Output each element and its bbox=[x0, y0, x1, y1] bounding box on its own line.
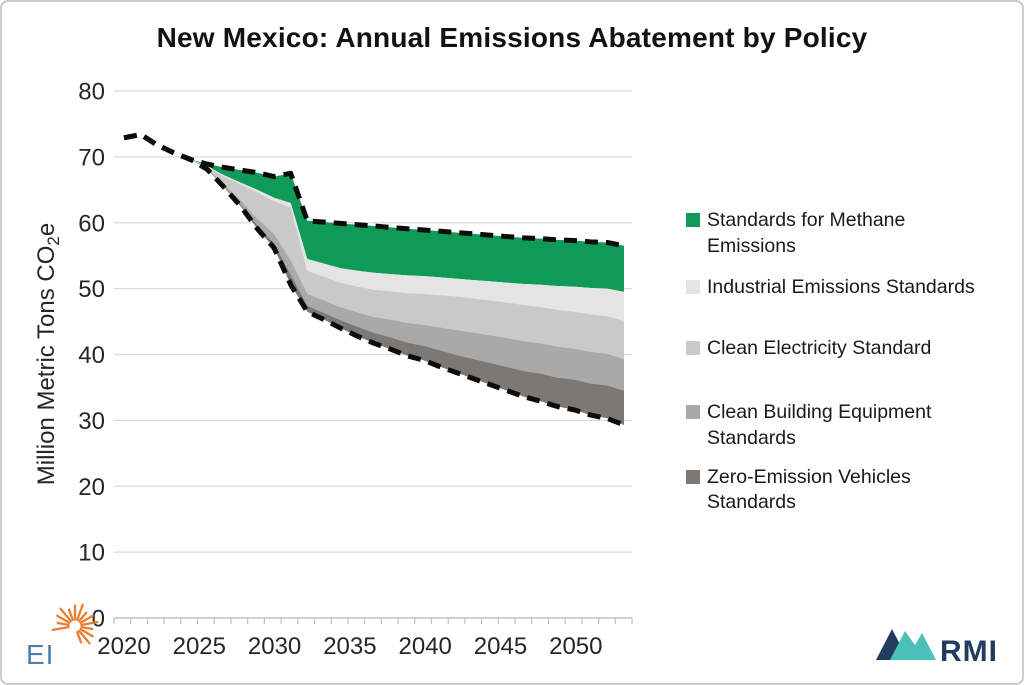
rmi-logo-text: RMI bbox=[940, 635, 998, 668]
area-clean-electricity-standard bbox=[124, 134, 624, 360]
legend-item: Clean Building Equipment Standards bbox=[686, 400, 1016, 452]
ei-logo: EI bbox=[26, 603, 99, 670]
dashed-emission-lines bbox=[123, 132, 625, 428]
x-tick-label: 2020 bbox=[97, 633, 150, 660]
area-zero-emission-vehicles-standards bbox=[124, 134, 624, 425]
sunburst-ray bbox=[56, 614, 71, 624]
ei-logo-text: EI bbox=[26, 639, 54, 670]
sunburst-ray bbox=[79, 628, 94, 638]
x-tick-label: 2050 bbox=[549, 633, 602, 660]
sunburst-ray bbox=[76, 603, 84, 622]
x-tick-label: 2035 bbox=[323, 633, 376, 660]
sunburst-icon bbox=[51, 603, 99, 645]
legend-label: Zero-Emission Vehicles Standards bbox=[707, 465, 911, 514]
rmi-logo: RMI bbox=[876, 629, 998, 668]
sunburst-ray bbox=[51, 625, 70, 632]
sunburst-ray bbox=[67, 608, 74, 622]
sunburst-ray bbox=[79, 614, 94, 624]
legend-swatch-icon bbox=[686, 213, 700, 227]
x-tick-label: 2030 bbox=[248, 633, 301, 660]
y-tick-label: 40 bbox=[78, 342, 105, 369]
y-tick-label: 20 bbox=[78, 474, 105, 501]
x-tick-label: 2040 bbox=[399, 633, 452, 660]
y-tick-label: 80 bbox=[78, 79, 105, 106]
rmi-mountain-teal-icon bbox=[890, 631, 936, 660]
legend-swatch-icon bbox=[686, 340, 700, 355]
legend-label: Industrial Emissions Standards bbox=[707, 275, 975, 298]
y-tick-label: 70 bbox=[78, 144, 105, 171]
sunburst-ray bbox=[78, 611, 88, 623]
x-tick-label: 2045 bbox=[474, 633, 527, 660]
area-standards-for-methane-emissions bbox=[124, 134, 624, 292]
sunburst-ray bbox=[80, 620, 99, 627]
sunburst-ray bbox=[78, 629, 91, 645]
x-axis-tick-labels: 2020 2025 2030 2035 2040 2045 2050 bbox=[97, 633, 602, 660]
chart-title: New Mexico: Annual Emissions Abatement b… bbox=[156, 22, 868, 53]
legend: Standards for Methane Emissions Industria… bbox=[686, 208, 1016, 516]
legend-item: Zero-Emission Vehicles Standards bbox=[686, 465, 1016, 517]
y-tick-label: 60 bbox=[78, 210, 105, 237]
legend-item: Industrial Emissions Standards bbox=[686, 275, 1016, 301]
x-axis bbox=[113, 617, 633, 624]
sunburst-ray bbox=[80, 625, 94, 631]
legend-label: Clean Building Equipment Standards bbox=[707, 400, 932, 449]
legend-label: Standards for Methane Emissions bbox=[707, 209, 906, 257]
legend-label: Clean Electricity Standard bbox=[707, 336, 932, 359]
y-tick-label: 10 bbox=[78, 540, 105, 567]
area-industrial-emissions-standards bbox=[124, 134, 624, 321]
sunburst-ray bbox=[56, 621, 70, 627]
legend-swatch-icon bbox=[686, 469, 700, 484]
y-tick-label: 0 bbox=[92, 606, 105, 633]
legend-item: Standards for Methane Emissions bbox=[686, 208, 1016, 260]
legend-item: Clean Electricity Standard bbox=[686, 336, 1016, 362]
y-axis-tick-labels: 0 10 20 30 40 50 60 70 80 bbox=[78, 79, 105, 633]
legend-swatch-icon bbox=[686, 279, 700, 294]
sunburst-ray bbox=[59, 607, 72, 623]
sunburst-ray bbox=[76, 630, 83, 644]
net-emissions-dashed-line bbox=[123, 132, 625, 428]
y-tick-label: 30 bbox=[78, 408, 105, 435]
stacked-abatement-areas bbox=[124, 134, 624, 425]
x-tick-label: 2025 bbox=[173, 633, 226, 660]
baseline-dashed-line bbox=[123, 132, 625, 249]
area-clean-building-equipment-standards bbox=[124, 134, 624, 391]
y-axis-title: Million Metric Tons CO2e bbox=[33, 223, 63, 485]
y-tick-label: 50 bbox=[78, 276, 105, 303]
legend-swatch-icon bbox=[686, 404, 700, 419]
